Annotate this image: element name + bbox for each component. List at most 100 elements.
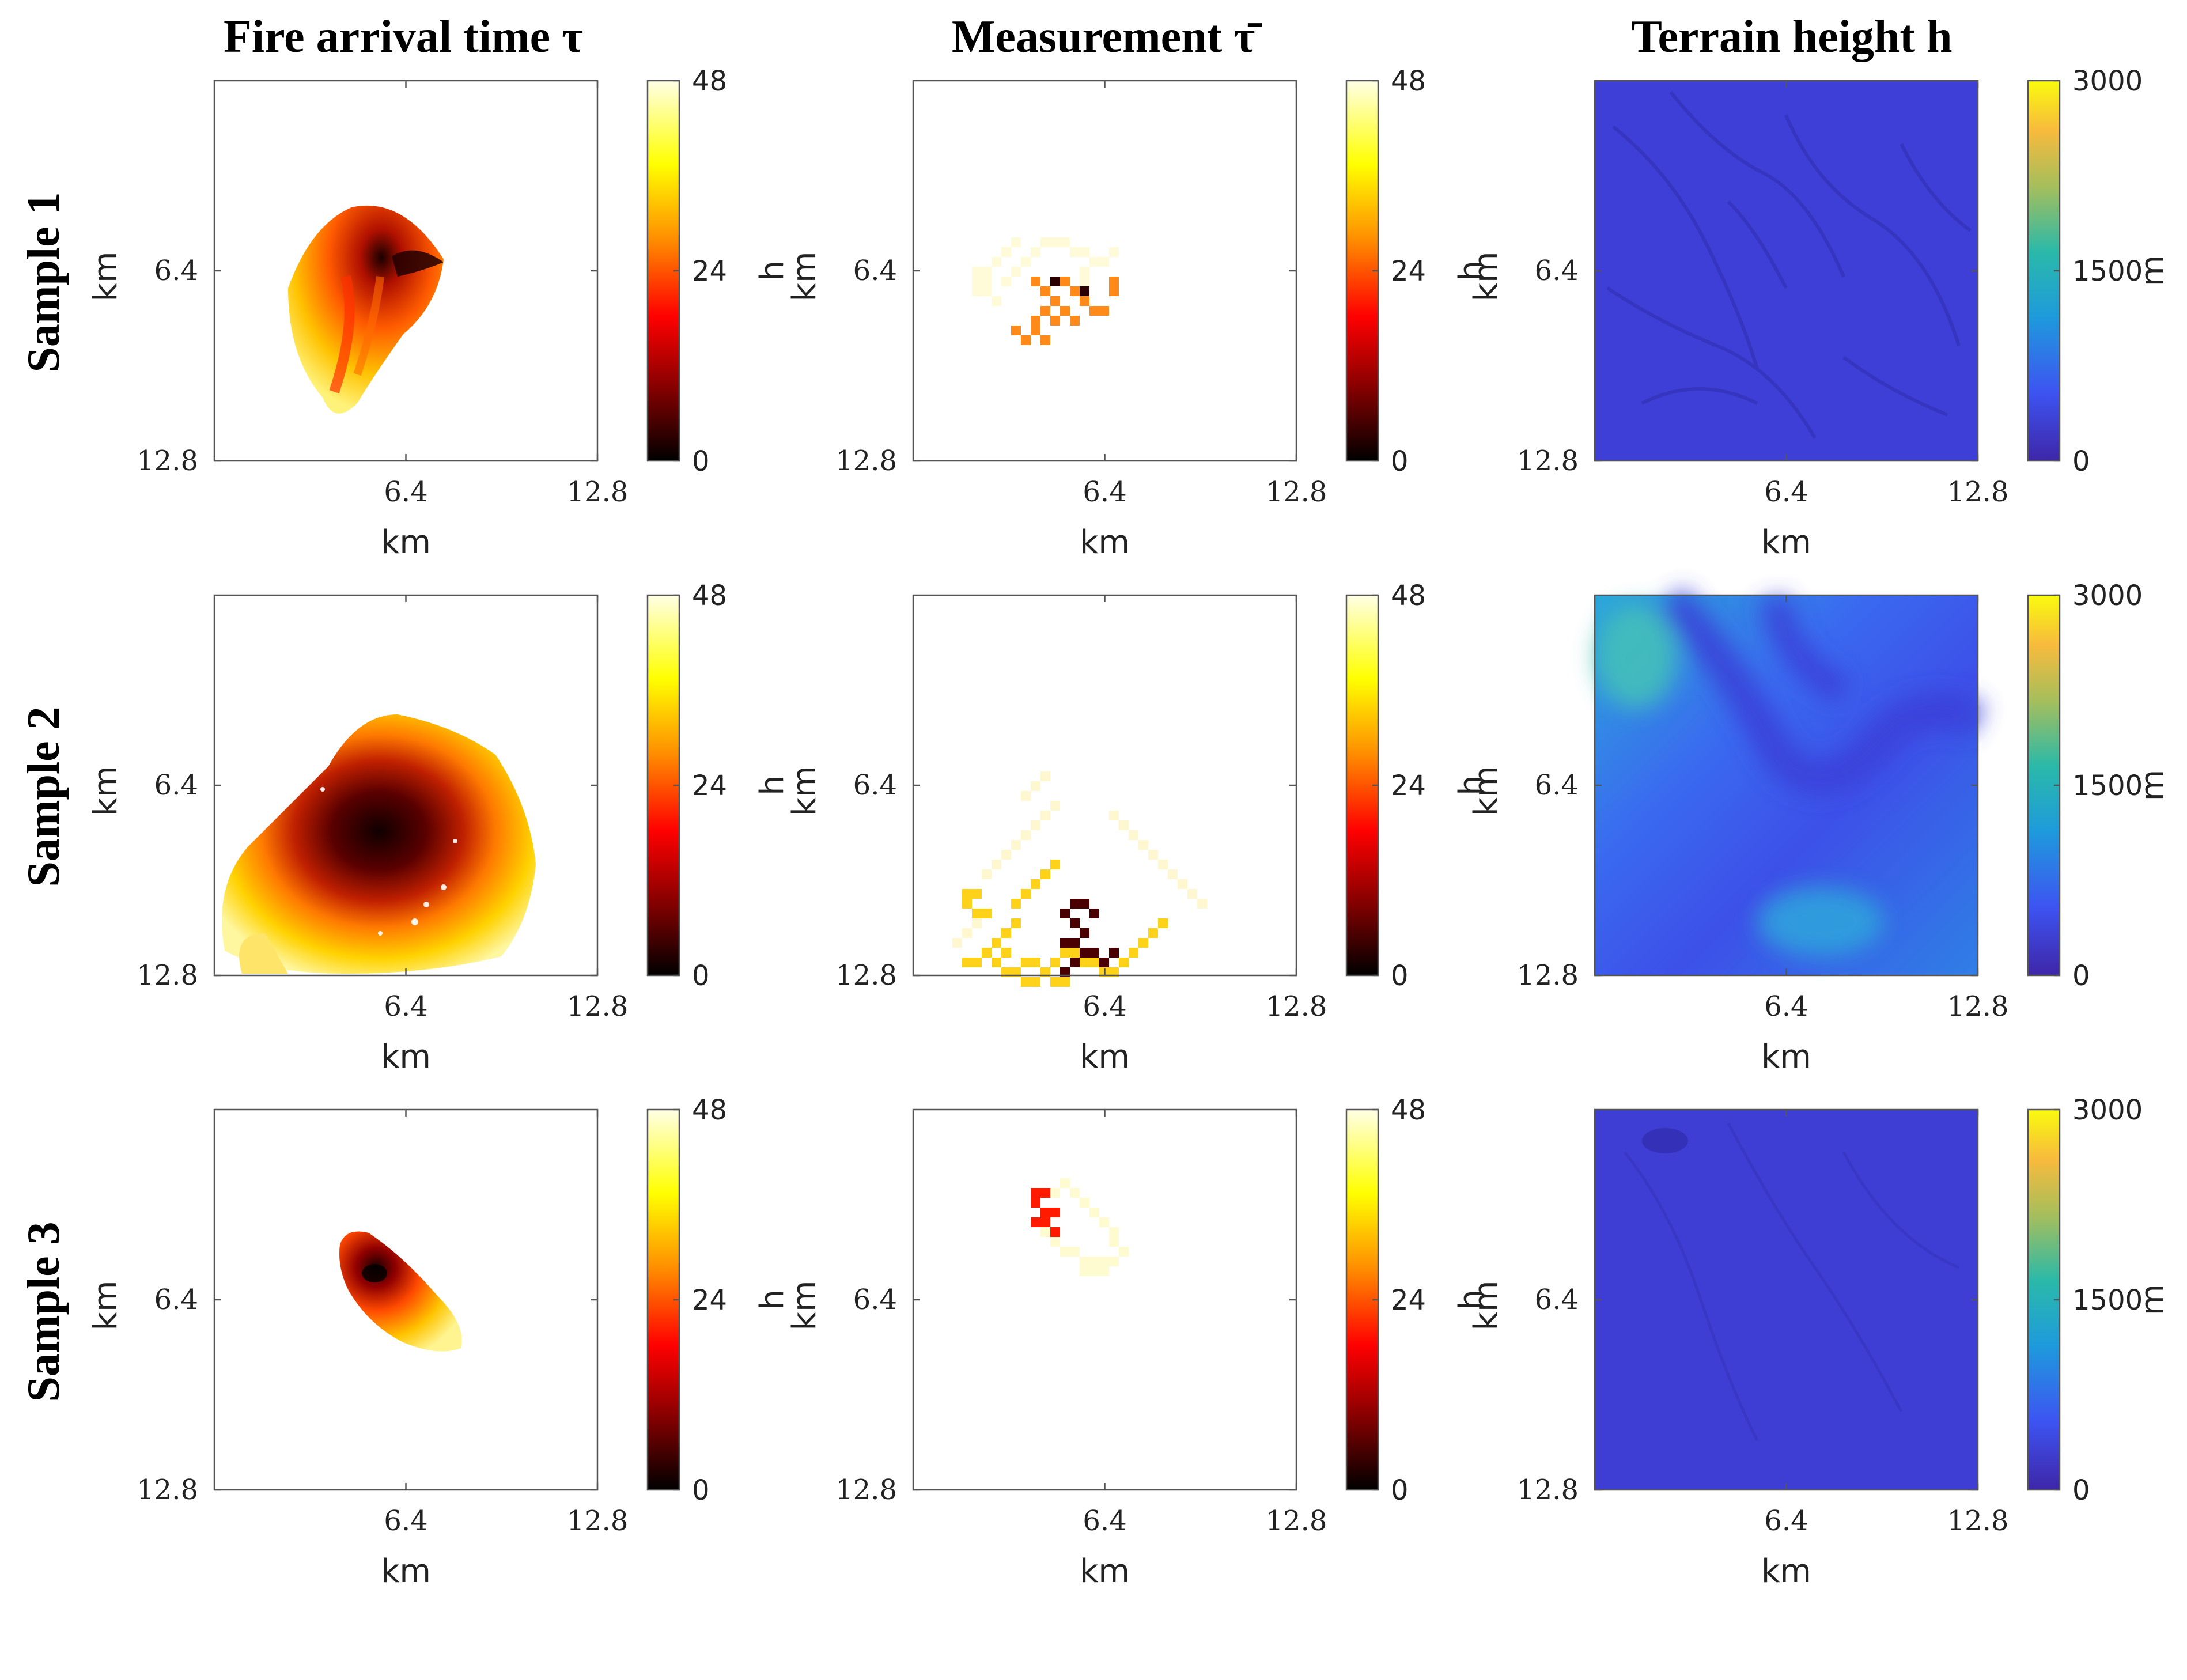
measurement-cell-early: [1050, 277, 1060, 286]
measurement-cell-early: [1060, 938, 1070, 948]
measurement-cell-early: [1109, 948, 1119, 958]
measurement-cell-late: [1158, 860, 1168, 869]
y-axis-label: km: [87, 766, 124, 816]
measurement-cell-early: [1070, 918, 1080, 928]
measurement-cell-mid: [1031, 879, 1040, 889]
y-axis-label: km: [786, 252, 823, 302]
y-tick-label: 12.8: [1517, 445, 1579, 477]
measurement-cell-mid: [972, 889, 982, 899]
measurement-cell-late: [1080, 277, 1089, 286]
column-title-fire-arrival: Fire arrival time τ: [224, 12, 583, 62]
column-title-measurement: Measurement τ̄: [952, 12, 1262, 62]
measurement-cell-mid: [1050, 1227, 1060, 1237]
colorbar-tick-label: 0: [692, 445, 710, 478]
colorbar-label: m: [2134, 255, 2171, 287]
colorbar-tick-label: 3000: [2072, 65, 2143, 97]
y-tick-label: 12.8: [137, 445, 198, 477]
measurement-cell-late: [1050, 1237, 1060, 1247]
measurement-cell-mid: [1080, 296, 1089, 306]
measurement-cell-late: [1040, 1227, 1050, 1237]
measurement-cell-mid: [1011, 326, 1021, 335]
x-tick-label: 6.4: [1764, 990, 1808, 1023]
measurement-cell-late: [1011, 237, 1021, 247]
measurement-cell-mid: [1060, 977, 1070, 987]
y-axis-label: km: [1467, 1281, 1505, 1331]
measurement-cell-mid: [1050, 1208, 1060, 1217]
y-tick-label: 12.8: [835, 445, 897, 477]
colorbar-tick-label: 3000: [2072, 1094, 2143, 1126]
measurement-cell-mid: [1031, 977, 1040, 987]
fire-arrival-sample-2-axes: 6.4 12.8 6.4 12.8 km km 0 24 48 h: [87, 580, 791, 1076]
measurement-cell-late: [1080, 247, 1089, 257]
y-tick-label: 12.8: [137, 1474, 198, 1506]
x-tick-label: 6.4: [1764, 476, 1808, 508]
measurement-cell-late: [1011, 267, 1021, 277]
colorbar-tick-label: 24: [1391, 1284, 1426, 1316]
measurement-cell-mid: [962, 958, 972, 967]
measurement-cell-mid: [1001, 928, 1011, 938]
measurement-cell-mid: [982, 948, 992, 958]
fire-arrival-1-region: [288, 205, 444, 414]
x-axis-label: km: [381, 1038, 431, 1076]
measurement-cell-late: [1148, 850, 1158, 860]
x-axis-label: km: [1080, 1038, 1130, 1076]
terrain-2-valleys: [1596, 587, 1985, 956]
measurement-cell-late: [1040, 237, 1050, 247]
measurement-cell-mid: [1011, 918, 1021, 928]
colorbar-tick-label: 1500: [2072, 770, 2143, 802]
measurement-cell-late: [1168, 869, 1178, 879]
terrain-sample-1-axes: 6.4 12.8 6.4 12.8 km km 0 1500 3000 m: [1467, 65, 2171, 561]
measurement-cell-mid: [962, 899, 972, 909]
measurement-cell-mid: [1060, 306, 1070, 316]
measurement-cell-mid: [1031, 1188, 1040, 1198]
measurement-cell-late: [1080, 1257, 1089, 1266]
measurement-cell-late: [972, 286, 982, 296]
measurement-cell-late: [982, 267, 992, 277]
measurement-sample-2-frame: [912, 594, 1297, 977]
measurement-cell-mid: [1040, 306, 1050, 316]
colorbar-tick-label: 48: [692, 65, 727, 97]
fire-arrival-2-region: [222, 714, 536, 974]
x-axis-label: km: [381, 1553, 431, 1590]
measurement-cell-mid: [1070, 286, 1080, 296]
colorbar-tick-label: 0: [692, 960, 710, 992]
measurement-cell-late: [1031, 247, 1040, 257]
measurement-cell-late: [1109, 811, 1119, 820]
colorbar-tick-label: 0: [2072, 1474, 2090, 1507]
measurement-cell-mid: [1099, 306, 1109, 316]
measurement-cell-mid: [1021, 958, 1031, 967]
measurement-cell-mid: [1080, 958, 1089, 967]
colorbar-label: m: [2134, 1284, 2171, 1316]
colorbar-tick-label: 48: [1391, 580, 1426, 612]
terrain-3-fill: [1595, 1110, 1978, 1490]
x-tick-label: 6.4: [1764, 1505, 1808, 1537]
y-tick-label: 6.4: [853, 769, 897, 801]
measurement-cell-early: [1080, 286, 1089, 296]
x-tick-label: 12.8: [1266, 476, 1327, 508]
colorbar-label: h: [754, 775, 791, 796]
measurement-cell-mid: [1021, 889, 1031, 899]
x-tick-label: 12.8: [1947, 476, 2009, 508]
measurement-sample-2-axes: 6.4 12.8 6.4 12.8 km km 0 24 48 h: [786, 580, 1490, 1076]
measurement-cells: [952, 237, 1207, 1276]
measurement-cell-late: [972, 277, 982, 286]
measurement-cell-late: [982, 277, 992, 286]
y-tick-label: 12.8: [1517, 959, 1579, 992]
colorbar-tick-label: 24: [1391, 770, 1426, 802]
measurement-cell-late: [972, 267, 982, 277]
measurement-cell-late: [1109, 1237, 1119, 1247]
measurement-cell-mid: [1031, 958, 1040, 967]
x-tick-label: 6.4: [384, 1505, 427, 1537]
measurement-cell-late: [1021, 791, 1031, 801]
measurement-cell-mid: [1031, 326, 1040, 335]
y-axis-label: km: [786, 1281, 823, 1331]
measurement-cell-mid: [1050, 958, 1060, 967]
x-axis-label: km: [1761, 1038, 1811, 1076]
measurement-cell-late: [1089, 257, 1099, 267]
y-axis-label: km: [1467, 252, 1505, 302]
measurement-cell-early: [1080, 948, 1089, 958]
colorbar-label: m: [2134, 770, 2171, 801]
measurement-cell-late: [1021, 830, 1031, 840]
measurement-cell-mid: [1129, 948, 1138, 958]
measurement-sample-1-axes: 6.4 12.8 6.4 12.8 km km 0 24 48 h: [786, 65, 1490, 561]
